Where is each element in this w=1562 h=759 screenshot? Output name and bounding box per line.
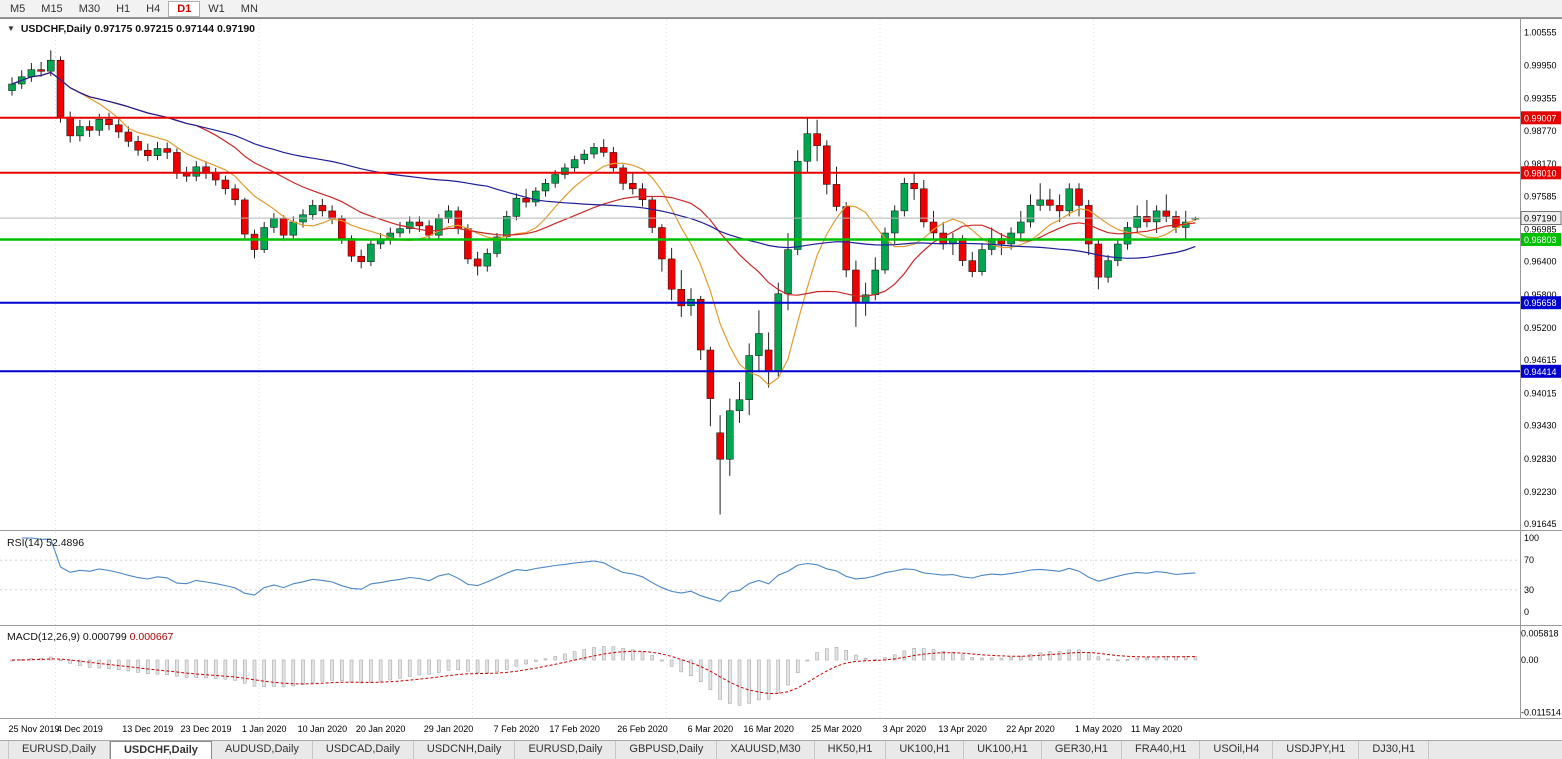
time-axis-label: 25 Nov 2019 (8, 724, 59, 734)
price-tag-0.99007: 0.99007 (1521, 111, 1561, 125)
chart-tab-USDCHF-Daily[interactable]: USDCHF,Daily (109, 741, 212, 759)
price-tag-0.95658: 0.95658 (1521, 296, 1561, 310)
chart-tab-DJ30-H1[interactable]: DJ30,H1 (1359, 741, 1430, 759)
time-axis-label: 17 Feb 2020 (549, 724, 600, 734)
chart-tab-EURUSD-Daily[interactable]: EURUSD,Daily (8, 741, 110, 759)
svg-text:0.96803: 0.96803 (1524, 235, 1557, 245)
rsi-axis-label: 100 (1524, 533, 1539, 543)
price-tag-0.94414: 0.94414 (1521, 364, 1561, 378)
rsi-axis-label: 0 (1524, 607, 1529, 617)
price-axis-label: 0.99355 (1524, 94, 1557, 104)
price-axis-label: 0.91645 (1524, 519, 1557, 529)
svg-text:0.95658: 0.95658 (1524, 298, 1557, 308)
time-axis-label: 29 Jan 2020 (424, 724, 474, 734)
chart-tab-USOil-H4[interactable]: USOil,H4 (1200, 741, 1274, 759)
price-axis-label: 0.96985 (1524, 224, 1557, 234)
rsi-axis-label: 70 (1524, 555, 1534, 565)
chart-tab-FRA40-H1[interactable]: FRA40,H1 (1122, 741, 1201, 759)
price-axis-label: 0.95800 (1524, 290, 1557, 300)
time-axis-label: 3 Apr 2020 (883, 724, 927, 734)
time-axis-label: 4 Dec 2019 (57, 724, 103, 734)
chart-tab-USDCAD-Daily[interactable]: USDCAD,Daily (312, 741, 414, 759)
timeframe-toolbar: M5 M15 M30 H1 H4 D1 W1 MN (0, 0, 1562, 18)
price-axis[interactable]: 1.00555 0.99950 0.99355 0.98770 0.98170 0.975… (1524, 27, 1557, 529)
time-axis-label: 22 Apr 2020 (1006, 724, 1055, 734)
price-axis-label: 0.93430 (1524, 421, 1557, 431)
chart-tab-HK50-H1[interactable]: HK50,H1 (814, 741, 887, 759)
price-tag-0.96803: 0.96803 (1521, 233, 1561, 246)
price-axis-label: 0.97585 (1524, 191, 1557, 201)
time-axis-label: 11 May 2020 (1131, 724, 1182, 734)
chart-tab-GER30-H1[interactable]: GER30,H1 (1041, 741, 1123, 759)
time-axis-label: 7 Feb 2020 (494, 724, 540, 734)
chart-dropdown-icon[interactable]: ▼ (7, 24, 15, 33)
ma-8-line (11, 71, 1196, 386)
ma-20-line (11, 71, 1196, 297)
price-tag-0.98010: 0.98010 (1521, 166, 1561, 180)
price-axis-label: 0.98170 (1524, 159, 1557, 169)
price-axis-label: 1.00555 (1524, 27, 1557, 37)
timeframe-button-H4[interactable]: H4 (146, 2, 161, 15)
price-axis-label: 0.94015 (1524, 388, 1557, 398)
chart-tab-UK100-H1[interactable]: UK100,H1 (886, 741, 965, 759)
timeframe-button-M15[interactable]: M15 (41, 2, 63, 15)
chart-tab-EURUSD-Daily[interactable]: EURUSD,Daily (515, 741, 617, 759)
rsi-axis-label: 30 (1524, 585, 1534, 595)
svg-text:0.94414: 0.94414 (1524, 367, 1557, 377)
svg-text:0.99007: 0.99007 (1524, 113, 1557, 123)
time-axis-label: 25 Mar 2020 (811, 724, 862, 734)
period-separators (55, 20, 1094, 718)
time-axis-label: 16 Mar 2020 (743, 724, 794, 734)
time-axis-label: 23 Dec 2019 (180, 724, 231, 734)
svg-text:0.97190: 0.97190 (1524, 214, 1557, 224)
time-axis-label: 6 Mar 2020 (688, 724, 734, 734)
macd-histogram (10, 646, 1198, 706)
price-axis-label: 0.96400 (1524, 257, 1557, 267)
price-tag-0.97190: 0.97190 (1520, 211, 1562, 226)
chart-tab-USDCNH-Daily[interactable]: USDCNH,Daily (413, 741, 516, 759)
price-axis-label: 0.92230 (1524, 487, 1557, 497)
macd-axis-label: 0.00 (1521, 655, 1539, 665)
timeframe-button-M5[interactable]: M5 (10, 2, 26, 15)
time-axis-label: 1 Jan 2020 (242, 724, 287, 734)
candlesticks (8, 50, 1200, 515)
macd-signal-line (11, 650, 1196, 695)
price-axis-label: 0.94615 (1524, 355, 1557, 365)
price-axis-label: 0.95200 (1524, 323, 1557, 333)
price-axis-label: 0.98770 (1524, 126, 1557, 136)
rsi-line (21, 537, 1196, 603)
chart-tab-AUDUSD-Daily[interactable]: AUDUSD,Daily (211, 741, 313, 759)
chart-tab-bar: EURUSD,Daily USDCHF,Daily AUDUSD,Daily USDC… (0, 740, 1562, 759)
time-axis-label: 20 Jan 2020 (356, 724, 406, 734)
time-axis-label: 13 Dec 2019 (122, 724, 173, 734)
price-axis-label: 0.92830 (1524, 454, 1557, 464)
chart-tab-XAUUSD-M30[interactable]: XAUUSD,M30 (717, 741, 815, 759)
time-axis-label: 13 Apr 2020 (938, 724, 987, 734)
macd-axis-label: 0.005818 (1521, 629, 1559, 639)
timeframe-button-H1[interactable]: H1 (116, 2, 131, 15)
timeframe-button-MN[interactable]: MN (240, 2, 258, 15)
macd-axis-label: -0.011514 (1521, 708, 1561, 718)
svg-text:0.98010: 0.98010 (1524, 168, 1557, 178)
chart-window: 1.00555 0.99950 0.99355 0.98770 0.98170 0.975… (0, 18, 1562, 740)
time-axis-label: 26 Feb 2020 (617, 724, 668, 734)
chart-tab-USDJPY-H1[interactable]: USDJPY,H1 (1273, 741, 1360, 759)
time-axis-label: 1 May 2020 (1075, 724, 1122, 734)
chart-tab-UK100-H1[interactable]: UK100,H1 (964, 741, 1042, 759)
timeframe-button-M30[interactable]: M30 (78, 2, 101, 15)
timeframe-button-W1[interactable]: W1 (208, 2, 225, 15)
time-axis-label: 10 Jan 2020 (298, 724, 348, 734)
ma-50-line (11, 71, 1196, 259)
price-axis-label: 0.99950 (1524, 61, 1557, 71)
chart-tab-GBPUSD-Daily[interactable]: GBPUSD,Daily (616, 741, 718, 759)
chart-canvas[interactable]: 1.00555 0.99950 0.99355 0.98770 0.98170 0.975… (0, 18, 1562, 740)
timeframe-button-D1[interactable]: D1 (168, 0, 201, 17)
